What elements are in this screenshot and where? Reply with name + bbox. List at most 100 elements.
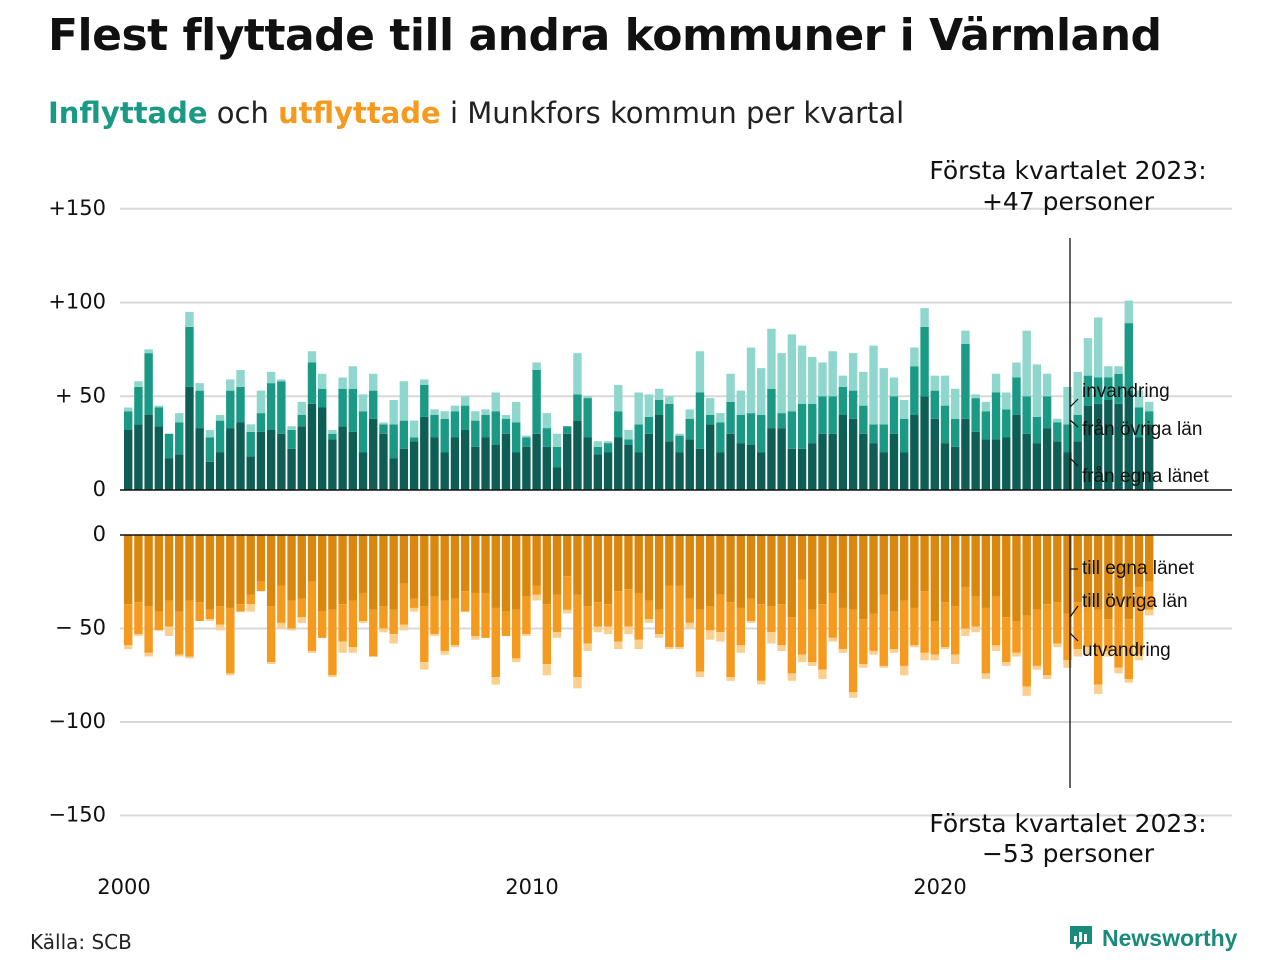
bar-outflow-ovriga-lan	[522, 596, 531, 635]
bar-outflow-egna-lanet	[654, 535, 664, 610]
bar-outflow-ovriga-lan	[256, 581, 266, 592]
bar-inflow-ovriga-lan	[399, 420, 409, 449]
bar-inflow-invandring	[154, 405, 164, 408]
bar-outflow-ovriga-lan	[797, 579, 807, 655]
bar-outflow-ovriga-lan	[1042, 604, 1052, 676]
bar-outflow-ovriga-lan	[389, 609, 398, 635]
bar-outflow-ovriga-lan	[420, 606, 429, 663]
bar-outflow-utvandring	[1042, 675, 1052, 679]
bar-inflow-ovriga-lan	[808, 403, 817, 444]
bar-inflow-egna-lanet	[511, 452, 521, 490]
bar-inflow-egna-lanet	[848, 418, 858, 490]
bar-outflow-egna-lanet	[930, 535, 939, 622]
bar-inflow-invandring	[1083, 338, 1093, 376]
bar-inflow-egna-lanet	[215, 452, 225, 490]
bar-inflow-ovriga-lan	[940, 405, 950, 444]
bar-inflow-egna-lanet	[256, 431, 266, 490]
bar-inflow-ovriga-lan	[634, 424, 643, 453]
bar-outflow-utvandring	[603, 626, 613, 635]
bar-inflow-ovriga-lan	[185, 326, 194, 387]
bar-outflow-utvandring	[420, 662, 429, 670]
bar-inflow-ovriga-lan	[797, 403, 807, 449]
bar-inflow-ovriga-lan	[593, 446, 603, 455]
bar-outflow-ovriga-lan	[787, 617, 797, 674]
bar-outflow-egna-lanet	[511, 535, 521, 610]
bar-inflow-egna-lanet	[246, 456, 255, 490]
bar-outflow-egna-lanet	[246, 535, 255, 595]
bar-inflow-egna-lanet	[1093, 403, 1103, 490]
bar-inflow-invandring	[389, 400, 398, 425]
bar-inflow-ovriga-lan	[838, 386, 848, 415]
bar-outflow-utvandring	[542, 664, 552, 676]
bar-inflow-invandring	[767, 328, 776, 389]
bar-outflow-egna-lanet	[726, 535, 735, 603]
bar-outflow-egna-lanet	[777, 535, 786, 605]
bar-inflow-egna-lanet	[593, 454, 603, 490]
bar-inflow-invandring	[991, 373, 1001, 393]
bar-inflow-ovriga-lan	[583, 398, 592, 438]
bar-inflow-ovriga-lan	[369, 390, 378, 419]
bar-inflow-invandring	[1114, 366, 1123, 374]
bar-inflow-egna-lanet	[1104, 400, 1113, 490]
bar-outflow-ovriga-lan	[614, 591, 623, 642]
bar-outflow-utvandring	[767, 632, 776, 644]
bar-outflow-utvandring	[277, 622, 286, 629]
bar-inflow-egna-lanet	[603, 452, 613, 490]
bar-inflow-egna-lanet	[1012, 415, 1021, 490]
bar-outflow-utvandring	[440, 650, 449, 655]
bar-outflow-egna-lanet	[787, 535, 797, 618]
bar-outflow-ovriga-lan	[1012, 621, 1021, 653]
bar-inflow-egna-lanet	[981, 439, 991, 490]
bar-outflow-egna-lanet	[236, 535, 245, 605]
grid-lines	[120, 207, 1232, 817]
bar-inflow-invandring	[1063, 386, 1072, 425]
bar-outflow-ovriga-lan	[471, 592, 480, 636]
bar-inflow-invandring	[951, 388, 960, 419]
bar-inflow-egna-lanet	[971, 431, 980, 490]
bar-outflow-egna-lanet	[409, 535, 419, 599]
annotation-top-line1: Första kvartalet 2023:	[929, 156, 1206, 185]
bar-inflow-egna-lanet	[460, 430, 470, 490]
bar-inflow-ovriga-lan	[460, 405, 470, 430]
bar-inflow-ovriga-lan	[991, 392, 1001, 440]
bar-outflow-egna-lanet	[124, 535, 133, 605]
bar-inflow-egna-lanet	[869, 443, 878, 490]
bar-outflow-ovriga-lan	[910, 607, 919, 646]
bar-inflow-ovriga-lan	[899, 418, 909, 453]
bar-outflow-egna-lanet	[859, 535, 868, 620]
bar-outflow-ovriga-lan	[175, 611, 184, 655]
bar-inflow-invandring	[501, 415, 511, 419]
bar-outflow-utvandring	[338, 641, 347, 653]
bar-outflow-utvandring	[808, 662, 817, 666]
bar-outflow-ovriga-lan	[1145, 581, 1154, 610]
bar-outflow-ovriga-lan	[695, 609, 705, 672]
bar-inflow-invandring	[522, 435, 531, 438]
bar-outflow-utvandring	[869, 650, 878, 655]
bar-outflow-ovriga-lan	[491, 607, 500, 678]
bar-outflow-egna-lanet	[399, 535, 409, 584]
bar-inflow-ovriga-lan	[1124, 323, 1133, 391]
bar-inflow-egna-lanet	[195, 428, 204, 490]
annotation-bottom-line1: Första kvartalet 2023:	[929, 809, 1206, 838]
bar-outflow-ovriga-lan	[920, 591, 929, 653]
bar-outflow-egna-lanet	[164, 535, 174, 601]
bar-inflow-invandring	[818, 362, 827, 397]
bar-outflow-utvandring	[563, 609, 572, 614]
bar-outflow-egna-lanet	[369, 535, 378, 610]
bar-outflow-egna-lanet	[603, 535, 613, 605]
bar-outflow-ovriga-lan	[930, 621, 939, 655]
bar-outflow-ovriga-lan	[624, 589, 633, 627]
bar-outflow-utvandring	[1083, 647, 1093, 655]
bar-outflow-ovriga-lan	[205, 609, 215, 620]
bar-outflow-ovriga-lan	[1093, 609, 1103, 685]
bar-outflow-utvandring	[1032, 665, 1042, 670]
bar-inflow-ovriga-lan	[757, 415, 766, 453]
bar-outflow-egna-lanet	[1134, 535, 1144, 588]
series-label-inflow: invandring	[1082, 381, 1170, 402]
bar-outflow-ovriga-lan	[195, 602, 204, 622]
bar-outflow-utvandring	[736, 645, 745, 653]
bar-outflow-utvandring	[532, 594, 541, 601]
bar-outflow-ovriga-lan	[654, 609, 664, 635]
annotation-top-line2: +47 personer	[982, 187, 1155, 216]
bar-outflow-utvandring	[1073, 649, 1082, 657]
